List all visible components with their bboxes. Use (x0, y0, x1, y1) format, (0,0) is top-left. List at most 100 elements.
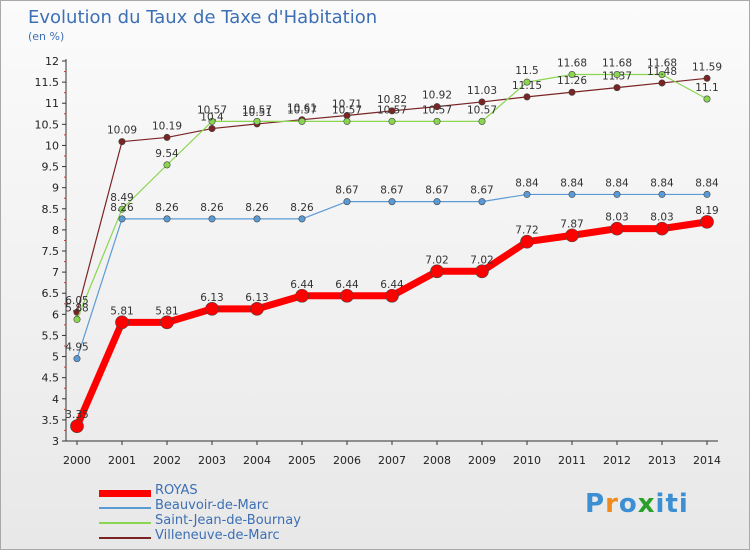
data-label: 10.19 (152, 120, 182, 132)
x-tick-label: 2012 (603, 454, 631, 467)
y-tick-label: 6 (52, 308, 59, 321)
data-label: 11.68 (647, 58, 677, 70)
data-point (523, 93, 531, 101)
data-label: 10.09 (107, 125, 137, 137)
x-tick-label: 2000 (63, 454, 91, 467)
data-label: 6.13 (245, 292, 268, 304)
data-label: 11.03 (467, 85, 497, 97)
data-point (115, 315, 129, 330)
data-label: 11.1 (695, 82, 718, 94)
data-label: 11.26 (557, 75, 587, 87)
data-point (388, 117, 396, 125)
data-point (568, 88, 576, 96)
data-point (340, 288, 354, 303)
data-point (253, 215, 261, 223)
x-tick-label: 2010 (513, 454, 541, 467)
data-point (430, 264, 444, 279)
proxiti-logo: Proxiti (585, 489, 689, 519)
data-label: 10.51 (242, 107, 272, 119)
data-point (433, 117, 441, 125)
data-label: 10.71 (332, 98, 362, 110)
data-label: 6.13 (200, 292, 223, 304)
data-label: 8.26 (200, 202, 224, 214)
data-point (610, 221, 624, 236)
data-point (163, 133, 171, 141)
y-tick-label: 12 (45, 55, 59, 68)
data-point (298, 117, 306, 125)
legend-swatch (99, 489, 151, 497)
data-label: 8.19 (695, 205, 718, 217)
x-tick-label: 2002 (153, 454, 181, 467)
data-label: 8.26 (290, 202, 314, 214)
data-label: 8.67 (335, 185, 358, 197)
data-point (70, 419, 84, 434)
data-point (523, 190, 531, 198)
data-label: 10.57 (467, 104, 497, 116)
data-label: 5.88 (65, 302, 88, 314)
data-label: 6.05 (65, 295, 88, 307)
data-label: 10.57 (197, 104, 227, 116)
data-label: 10.82 (377, 94, 407, 106)
data-point (568, 71, 576, 79)
y-tick-label: 9 (52, 182, 59, 195)
y-tick-label: 10.5 (35, 118, 60, 131)
data-point (433, 103, 441, 111)
x-tick-label: 2006 (333, 454, 361, 467)
y-tick-label: 11.5 (35, 76, 60, 89)
data-label: 10.92 (422, 90, 452, 102)
logo-letter: P (585, 489, 606, 519)
data-label: 8.84 (515, 177, 539, 189)
x-tick-label: 2009 (468, 454, 496, 467)
data-point (163, 161, 171, 169)
data-point (208, 117, 216, 125)
data-label: 11.68 (602, 58, 632, 70)
data-point (565, 228, 579, 243)
data-label: 11.5 (515, 65, 538, 77)
data-point (298, 215, 306, 223)
data-label: 3.35 (65, 409, 88, 421)
data-point (700, 215, 714, 229)
data-label: 8.26 (245, 202, 269, 214)
data-label: 6.44 (290, 279, 314, 291)
data-point (250, 302, 264, 316)
data-label: 10.57 (332, 104, 362, 116)
data-label: 8.84 (605, 177, 629, 189)
data-label: 10.4 (200, 112, 224, 124)
data-point (523, 78, 531, 86)
data-label: 5.81 (110, 305, 133, 317)
data-point (388, 107, 396, 115)
y-tick-label: 3 (52, 435, 59, 448)
y-tick-label: 5 (52, 351, 59, 364)
data-label: 7.02 (470, 254, 493, 266)
data-label: 7.87 (560, 218, 583, 230)
data-point (478, 117, 486, 125)
y-tick-label: 10 (45, 139, 59, 152)
y-tick-label: 4.5 (42, 372, 60, 385)
data-point (73, 315, 81, 323)
data-label: 10.57 (422, 104, 452, 116)
data-label: 5.81 (155, 305, 178, 317)
data-point (208, 125, 216, 133)
data-point (703, 95, 711, 103)
data-label: 8.67 (470, 185, 493, 197)
data-label: 8.67 (425, 185, 448, 197)
data-label: 6.44 (380, 279, 404, 291)
data-point (118, 205, 126, 213)
data-label: 8.84 (560, 177, 584, 189)
chart-subtitle: (en %) (28, 30, 65, 43)
data-point (253, 117, 261, 125)
data-label: 8.67 (380, 185, 403, 197)
data-label: 8.84 (650, 177, 674, 189)
x-tick-label: 2004 (243, 454, 271, 467)
data-label: 8.26 (110, 202, 134, 214)
data-point (433, 198, 441, 206)
y-tick-label: 8.5 (42, 203, 60, 216)
data-point (388, 198, 396, 206)
data-point (613, 190, 621, 198)
x-tick-label: 2003 (198, 454, 226, 467)
data-label: 8.03 (605, 212, 628, 224)
chart-title: Evolution du Taux de Taxe d'Habitation (28, 7, 378, 28)
data-point (655, 221, 669, 236)
data-point (163, 215, 171, 223)
